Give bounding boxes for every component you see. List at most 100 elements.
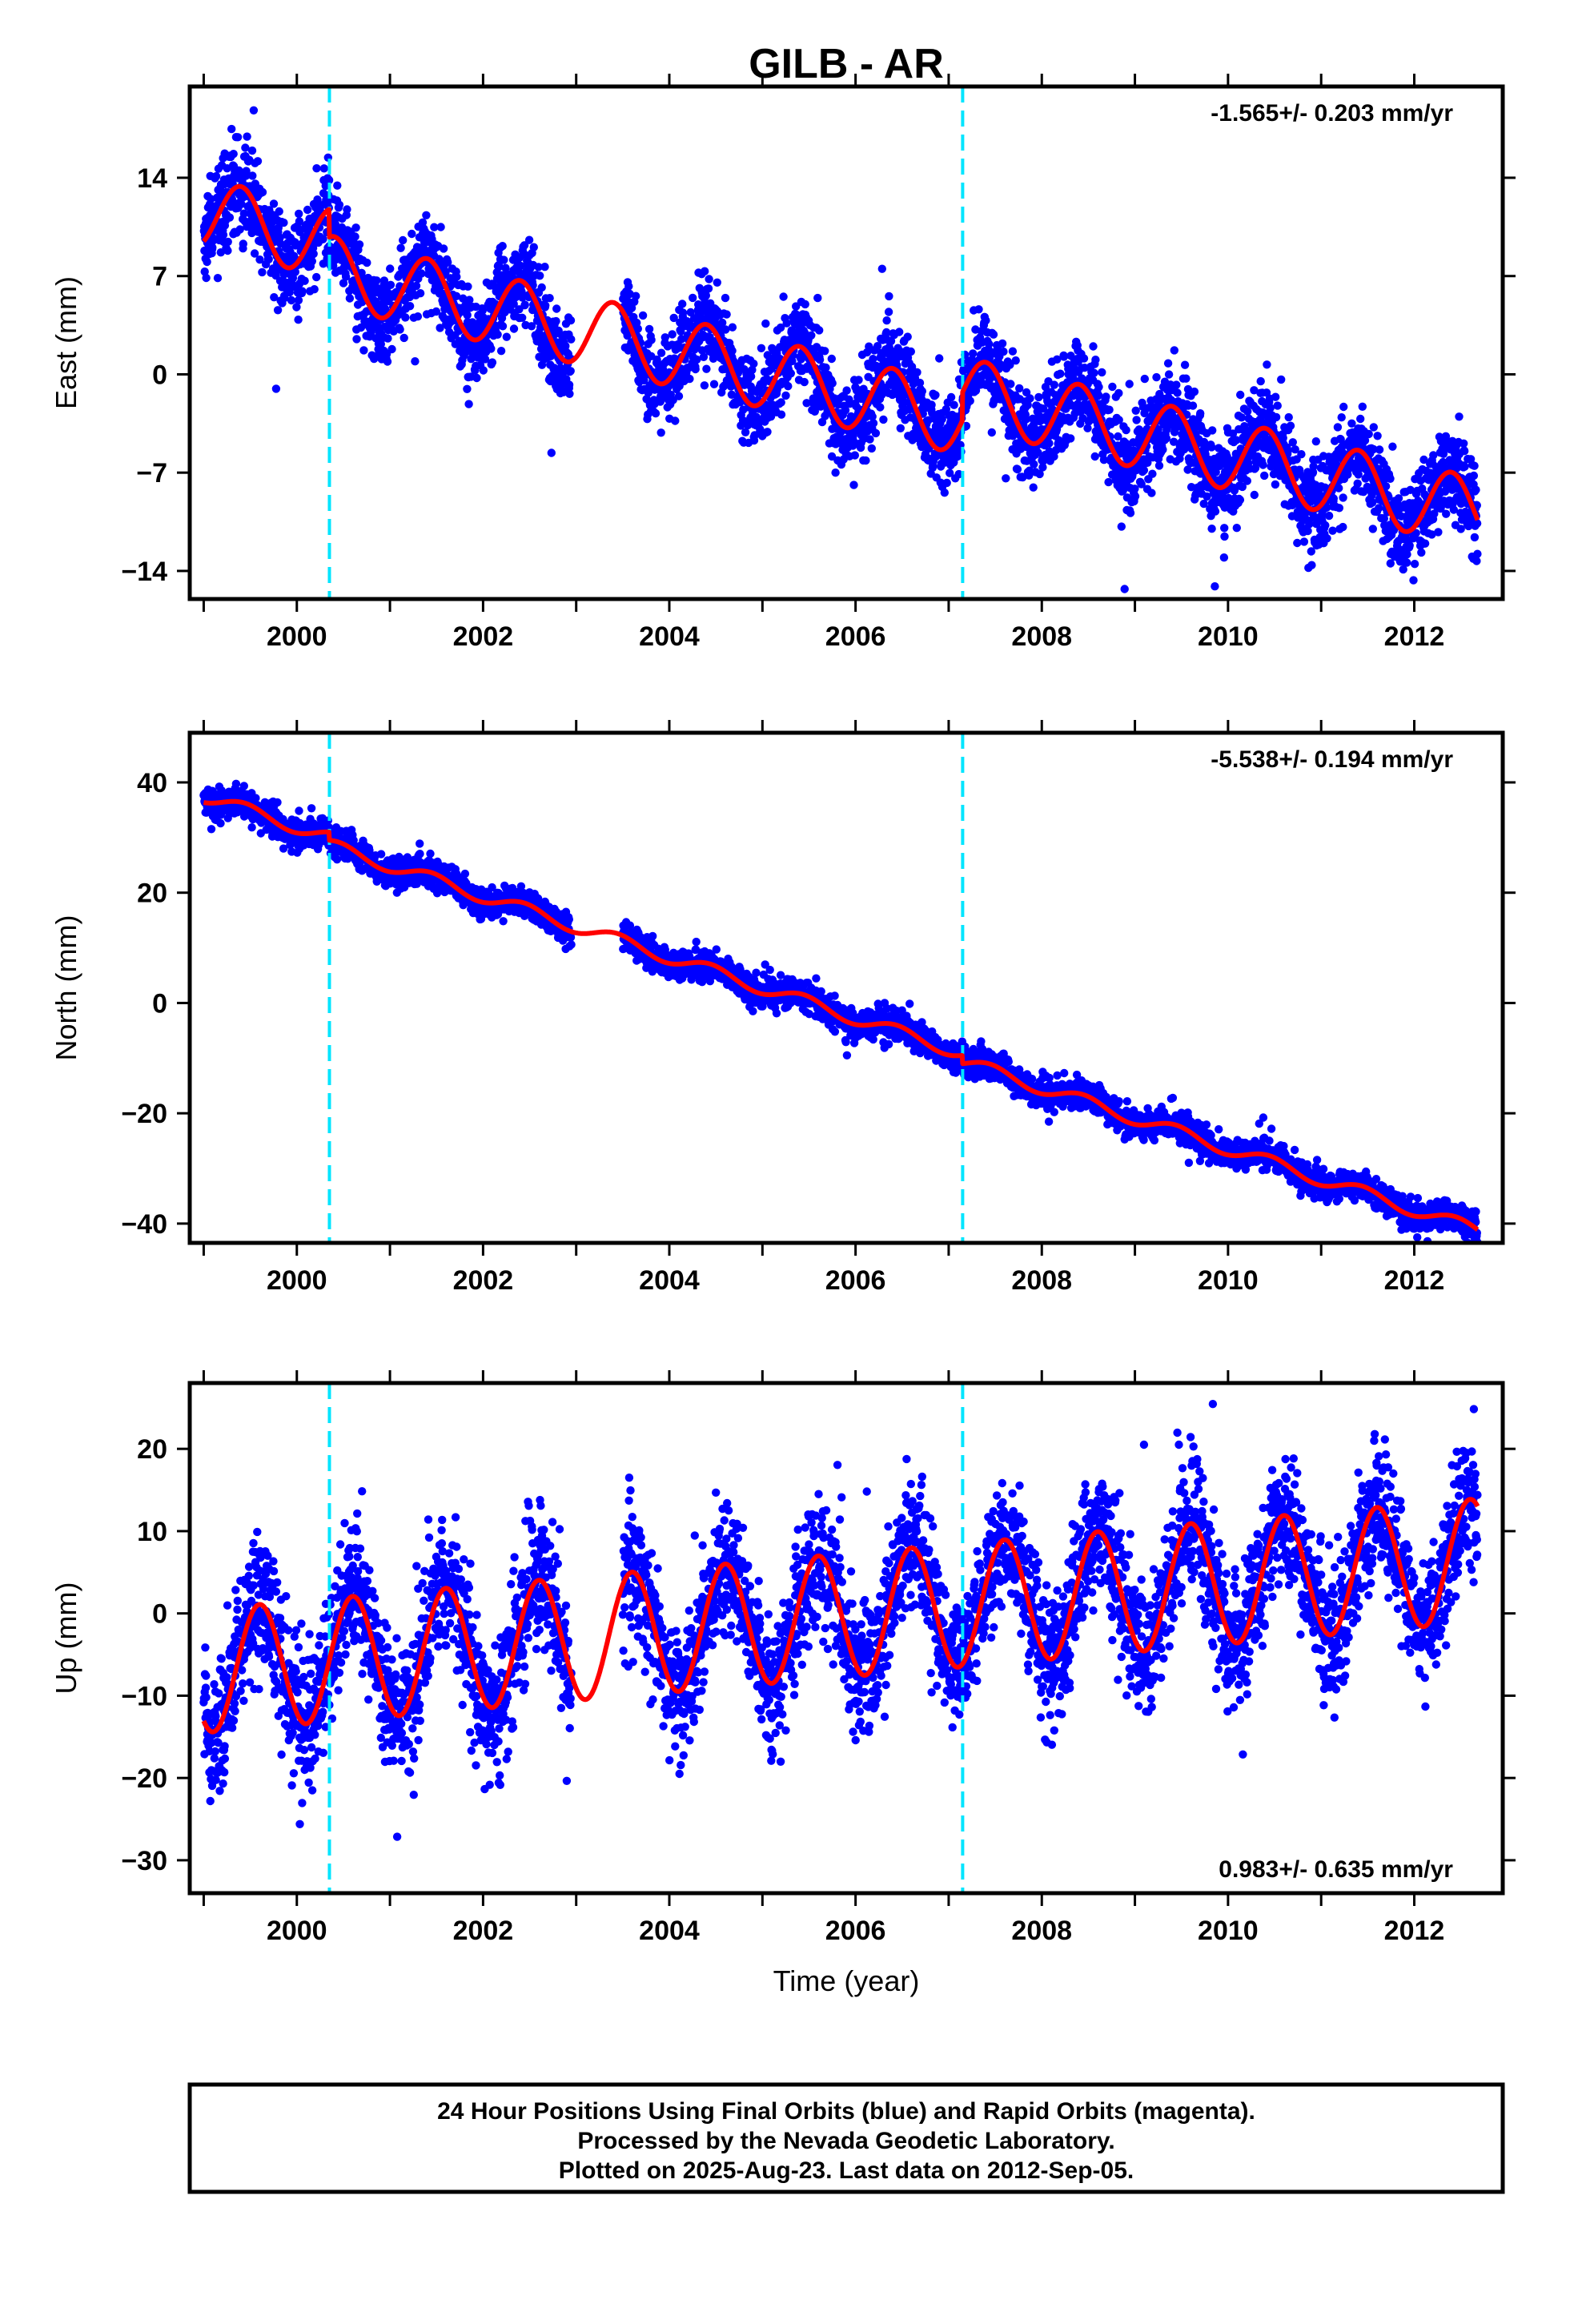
east-point bbox=[1284, 412, 1293, 422]
east-point bbox=[1164, 370, 1174, 379]
east-y-tick-label: −14 bbox=[121, 557, 167, 587]
east-point bbox=[1434, 528, 1443, 537]
east-point bbox=[721, 293, 730, 303]
east-point bbox=[287, 296, 296, 305]
east-point bbox=[243, 132, 251, 141]
east-point bbox=[312, 164, 321, 173]
east-point bbox=[1207, 525, 1216, 533]
east-point bbox=[1329, 494, 1339, 503]
east-point bbox=[1235, 496, 1245, 505]
east-point bbox=[1263, 360, 1271, 369]
east-point bbox=[270, 293, 279, 302]
east-point bbox=[459, 294, 468, 303]
east-point bbox=[1079, 354, 1089, 363]
east-point bbox=[1066, 434, 1075, 443]
east-point bbox=[1211, 582, 1219, 591]
east-point bbox=[223, 246, 232, 255]
east-point bbox=[567, 335, 576, 344]
east-point bbox=[1339, 522, 1347, 532]
east-point bbox=[502, 332, 511, 341]
east-point bbox=[871, 428, 881, 438]
east-point bbox=[1122, 425, 1130, 435]
east-point bbox=[1211, 507, 1220, 516]
east-point bbox=[704, 284, 713, 293]
east-point bbox=[275, 233, 284, 242]
east-point bbox=[413, 312, 423, 321]
east-point bbox=[200, 267, 209, 276]
east-point bbox=[1369, 423, 1379, 432]
east-point bbox=[821, 363, 830, 372]
east-point bbox=[1321, 521, 1330, 530]
east-point bbox=[1472, 557, 1481, 565]
east-point bbox=[998, 339, 1007, 348]
east-point bbox=[815, 356, 825, 364]
north-point bbox=[207, 825, 216, 834]
east-point bbox=[1455, 412, 1464, 421]
east-point bbox=[815, 326, 824, 335]
east-point bbox=[520, 241, 529, 250]
east-point bbox=[1170, 346, 1179, 355]
north-point bbox=[251, 794, 260, 802]
east-point bbox=[1105, 405, 1114, 414]
east-point bbox=[1409, 576, 1418, 585]
east-point bbox=[309, 249, 318, 259]
east-point bbox=[1333, 423, 1343, 432]
east-point bbox=[258, 267, 267, 277]
east-point bbox=[1002, 474, 1010, 483]
east-point bbox=[436, 223, 445, 231]
east-point bbox=[566, 367, 575, 376]
east-point bbox=[722, 310, 731, 319]
chart-title: GILB - AR bbox=[749, 41, 944, 87]
east-point bbox=[1472, 519, 1482, 528]
east-point bbox=[564, 380, 574, 389]
east-point bbox=[300, 276, 309, 285]
east-point bbox=[876, 403, 885, 412]
east-point bbox=[312, 272, 321, 282]
east-point bbox=[439, 244, 448, 253]
east-point bbox=[827, 354, 837, 364]
east-point bbox=[1056, 369, 1065, 378]
east-point bbox=[1460, 462, 1469, 471]
east-point bbox=[249, 106, 259, 115]
east-point bbox=[235, 225, 244, 234]
east-point bbox=[1335, 484, 1343, 493]
east-x-tick-label: 2012 bbox=[1384, 621, 1445, 652]
east-point bbox=[372, 276, 381, 285]
north-point bbox=[239, 782, 248, 790]
east-point bbox=[942, 478, 951, 488]
east-point bbox=[985, 340, 994, 348]
east-point bbox=[529, 243, 538, 251]
east-point bbox=[1364, 429, 1373, 439]
east-point bbox=[509, 300, 518, 308]
east-point bbox=[465, 296, 474, 304]
east-point bbox=[917, 387, 927, 396]
east-point bbox=[412, 281, 421, 291]
east-point bbox=[295, 217, 304, 226]
east-point bbox=[561, 341, 570, 351]
east-point bbox=[678, 308, 688, 317]
east-point bbox=[496, 347, 506, 356]
east-point bbox=[540, 263, 549, 271]
east-point bbox=[1259, 460, 1267, 469]
east-point bbox=[969, 349, 978, 358]
east-point bbox=[275, 207, 283, 216]
east-point bbox=[656, 428, 665, 437]
east-point bbox=[536, 271, 544, 280]
east-point bbox=[1232, 524, 1242, 533]
east-point bbox=[452, 272, 461, 281]
east-point bbox=[882, 316, 891, 325]
east-point bbox=[1250, 490, 1259, 500]
east-point bbox=[294, 296, 303, 305]
east-point bbox=[1337, 413, 1346, 422]
east-point bbox=[685, 374, 694, 384]
east-point bbox=[208, 243, 217, 252]
east-point bbox=[357, 268, 366, 277]
east-point bbox=[405, 302, 415, 311]
east-point bbox=[709, 380, 719, 388]
east-point bbox=[1089, 342, 1098, 351]
east-point bbox=[689, 293, 697, 303]
east-point bbox=[1158, 445, 1167, 454]
east-point bbox=[869, 419, 878, 428]
east-point bbox=[1373, 432, 1382, 440]
east-point bbox=[946, 392, 956, 402]
